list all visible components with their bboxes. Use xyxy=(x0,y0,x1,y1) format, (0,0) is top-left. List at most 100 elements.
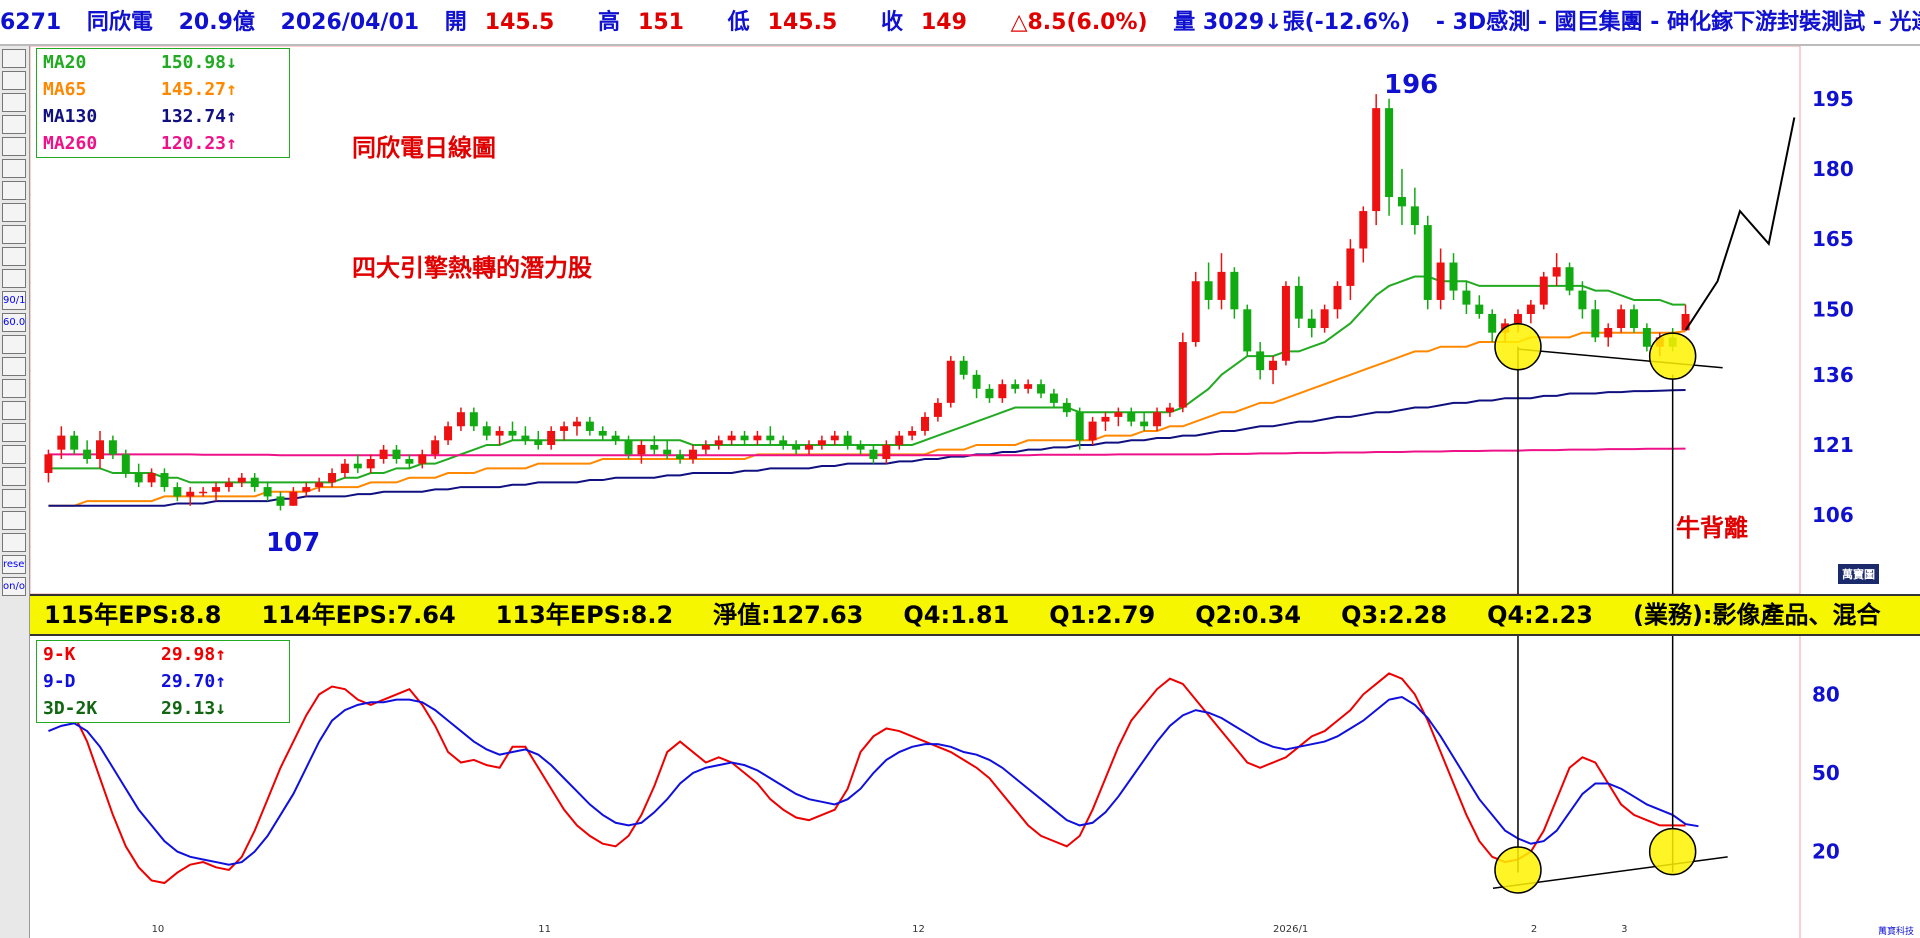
candle-body xyxy=(224,482,233,488)
candle xyxy=(1217,253,1226,310)
toolbar-button-fit-tool[interactable] xyxy=(2,335,26,354)
chart-area: 195 180 165 150 136 121 106 80 50 20 10 11 12 2026/1 2… xyxy=(30,46,1854,938)
candle xyxy=(160,468,169,492)
toolbar-button-color-tool[interactable] xyxy=(2,379,26,398)
candle-body xyxy=(1397,197,1406,207)
toolbar-button-90/1[interactable]: 90/1 xyxy=(2,291,26,310)
candle-body xyxy=(495,430,504,436)
candle-body xyxy=(289,491,298,506)
candle xyxy=(933,398,942,422)
highlight-circle xyxy=(1494,846,1542,894)
candle-body xyxy=(1346,248,1355,286)
candle-body xyxy=(985,388,994,399)
price-axis-tick: 180 xyxy=(1812,157,1854,181)
candle-body xyxy=(921,416,930,431)
candle xyxy=(843,430,852,450)
candle-body xyxy=(315,482,324,488)
toolbar-button-cross-tool[interactable] xyxy=(2,467,26,486)
toolbar-button-wave-tool[interactable] xyxy=(2,203,26,222)
candle xyxy=(792,440,801,455)
toolbar-button-cross-tool[interactable] xyxy=(2,489,26,508)
candle xyxy=(1681,304,1690,331)
candle-body xyxy=(830,435,839,441)
legend-series-name: MA65 xyxy=(43,79,87,100)
toolbar-button-on/off[interactable]: on/off xyxy=(2,577,26,596)
candle xyxy=(147,468,156,488)
candle xyxy=(276,491,285,511)
candle-body xyxy=(250,477,259,488)
candle-body xyxy=(676,454,685,460)
kd-legend: 9-K 29.98↑ 9-D 29.70↑ 3D-2K 29.13↓ xyxy=(36,640,290,723)
candle xyxy=(817,435,826,450)
toolbar-button-cross-tool[interactable] xyxy=(2,533,26,552)
toolbar-button-fan-tool[interactable] xyxy=(2,115,26,134)
toolbar-button-fib-tool[interactable] xyxy=(2,247,26,266)
candle xyxy=(1153,407,1162,431)
toolbar-button-pen-tool[interactable] xyxy=(2,401,26,420)
toolbar-button-circle-tool[interactable] xyxy=(2,181,26,200)
candle xyxy=(70,430,79,455)
price-panel-frame xyxy=(30,46,1801,595)
legend-row-ma20: MA20 150.98↓ xyxy=(37,49,289,76)
candle-body xyxy=(96,440,105,460)
candle xyxy=(1359,206,1368,263)
toolbar-button-minus-tool[interactable] xyxy=(2,423,26,442)
candle xyxy=(392,444,401,464)
candle xyxy=(701,440,710,455)
toolbar-button-rect-tool[interactable] xyxy=(2,159,26,178)
toolbar-button-fill-tool[interactable] xyxy=(2,357,26,376)
toolbar-button-line-tool[interactable] xyxy=(2,49,26,68)
price-axis-tick: 121 xyxy=(1812,433,1854,457)
candle-body xyxy=(547,430,556,445)
candle-body xyxy=(534,440,543,445)
ma-line-ma260 xyxy=(48,447,1686,457)
candle-body xyxy=(1385,108,1394,198)
toolbar-button-fan-tool[interactable] xyxy=(2,137,26,156)
candle-body xyxy=(482,426,491,436)
toolbar-button-reset[interactable]: reset xyxy=(2,555,26,574)
candle-body xyxy=(701,444,710,450)
candle xyxy=(469,407,478,431)
candle xyxy=(946,356,955,408)
candle xyxy=(714,435,723,450)
candle-body xyxy=(1642,328,1651,347)
eps-item: Q4:1.81 xyxy=(903,601,1010,629)
candle xyxy=(431,435,440,460)
candle-body xyxy=(572,421,581,427)
candle xyxy=(1333,281,1342,319)
candle-body xyxy=(585,421,594,431)
toolbar-button-cross-tool[interactable] xyxy=(2,511,26,530)
candle-body xyxy=(1127,412,1136,422)
candle-body xyxy=(392,449,401,460)
candle-body xyxy=(972,374,981,389)
candle-body xyxy=(933,402,942,417)
candle xyxy=(1578,281,1587,319)
candle xyxy=(1191,271,1200,347)
candle xyxy=(96,430,105,469)
toolbar-button-cross-tool[interactable] xyxy=(2,445,26,464)
candle xyxy=(740,430,749,445)
candle xyxy=(766,426,775,445)
toolbar-button-60.0[interactable]: 60.0 xyxy=(2,313,26,332)
toolbar-button-line-tool[interactable] xyxy=(2,71,26,90)
price-axis-tick: 165 xyxy=(1812,227,1854,251)
candle-body xyxy=(1629,309,1638,329)
candle-body xyxy=(1681,313,1690,331)
candle xyxy=(1488,309,1497,343)
toolbar-button-fib-tool[interactable] xyxy=(2,225,26,244)
candle-body xyxy=(740,435,749,441)
candle xyxy=(1320,304,1329,333)
candle-body xyxy=(1307,318,1316,329)
candle-body xyxy=(714,440,723,445)
toolbar-button-text-tool[interactable] xyxy=(2,269,26,288)
toolbar-button-line-tool[interactable] xyxy=(2,93,26,112)
legend-series-value: 29.70↑ xyxy=(161,671,227,692)
candle-body xyxy=(1049,393,1058,403)
close-label: 收 xyxy=(880,10,903,35)
candle-body xyxy=(1217,271,1226,300)
candle xyxy=(1629,304,1638,333)
candle-body xyxy=(895,435,904,445)
candle-body xyxy=(1513,313,1522,324)
candle-body xyxy=(1436,262,1445,300)
